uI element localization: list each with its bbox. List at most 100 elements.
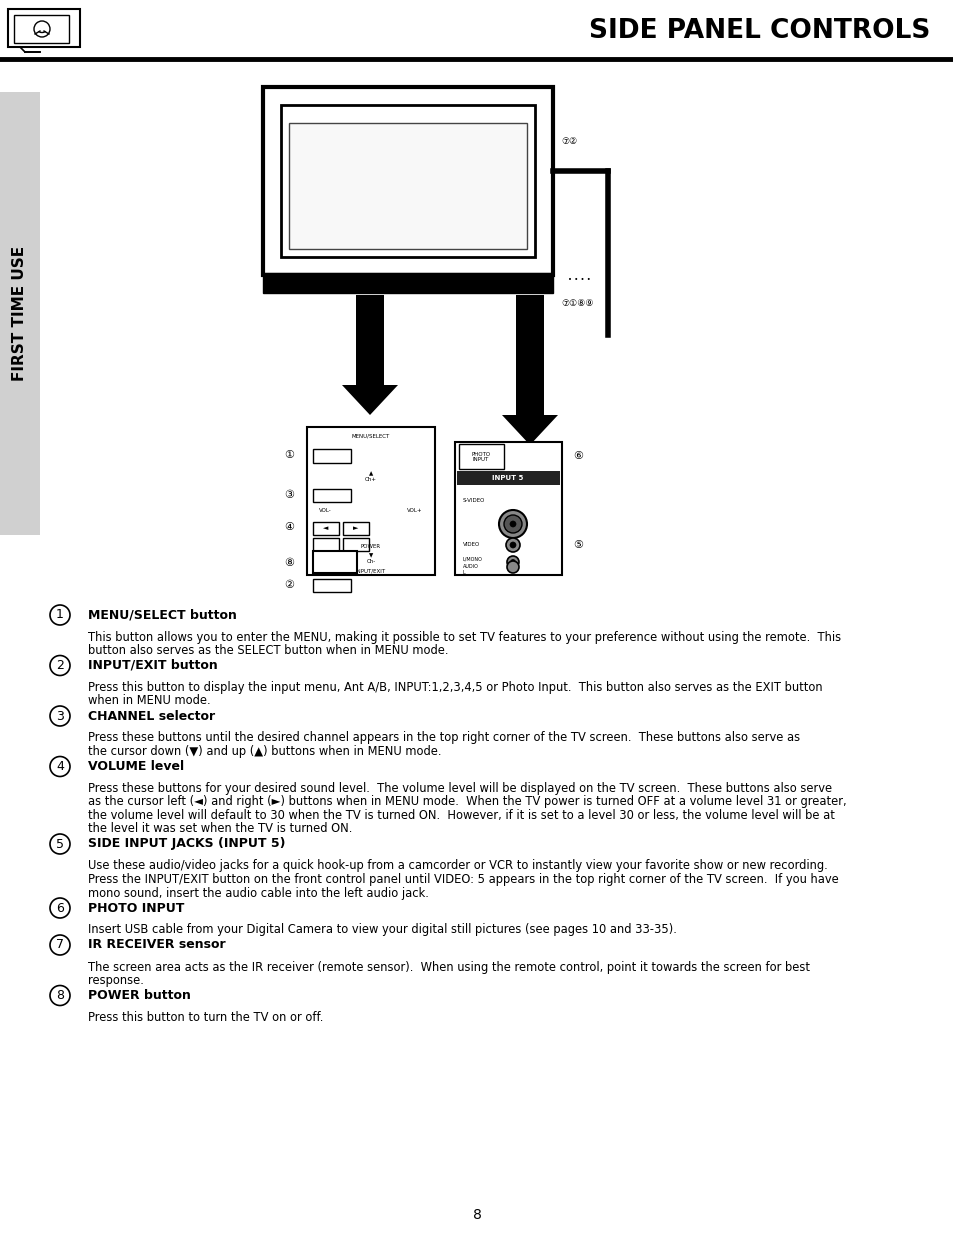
Bar [455,442,561,576]
Text: IR RECEIVER sensor: IR RECEIVER sensor [88,939,226,951]
Text: PHOTO
INPUT: PHOTO INPUT [471,452,490,462]
Circle shape [510,559,515,564]
Text: Press the INPUT/EXIT button on the front control panel until VIDEO: 5 appears in: Press the INPUT/EXIT button on the front… [88,873,838,885]
Text: Press these buttons until the desired channel appears in the top right corner of: Press these buttons until the desired ch… [88,731,800,745]
Text: 4: 4 [56,760,64,773]
Bar [313,538,338,551]
Text: MENU/SELECT button: MENU/SELECT button [88,609,236,621]
Bar [313,551,356,573]
Bar [8,9,80,47]
Text: Press these buttons for your desired sound level.  The volume level will be disp: Press these buttons for your desired sou… [88,782,831,795]
Text: PHOTO INPUT: PHOTO INPUT [88,902,184,914]
Text: ⑧: ⑧ [284,558,294,568]
Bar [456,471,559,485]
Text: ►: ► [353,525,358,531]
Text: 7: 7 [56,939,64,951]
Text: SIDE PANEL CONTROLS: SIDE PANEL CONTROLS [588,19,929,44]
Bar [313,450,351,463]
Text: 8: 8 [472,1208,481,1221]
Circle shape [50,898,70,918]
Text: the volume level will default to 30 when the TV is turned ON.  However, if it is: the volume level will default to 30 when… [88,809,834,823]
Text: VOLUME level: VOLUME level [88,760,184,773]
Text: INPUT/EXIT button: INPUT/EXIT button [88,659,217,672]
Circle shape [498,510,526,538]
Text: mono sound, insert the audio cable into the left audio jack.: mono sound, insert the audio cable into … [88,887,429,899]
Text: button also serves as the SELECT button when in MENU mode.: button also serves as the SELECT button … [88,643,448,657]
Text: as the cursor left (◄) and right (►) buttons when in MENU mode.  When the TV pow: as the cursor left (◄) and right (►) but… [88,795,845,809]
Text: 1: 1 [56,609,64,621]
Text: Press this button to turn the TV on or off.: Press this button to turn the TV on or o… [88,1011,323,1024]
Text: Press this button to display the input menu, Ant A/B, INPUT:1,2,3,4,5 or Photo I: Press this button to display the input m… [88,680,821,694]
Circle shape [50,757,70,777]
Text: L/MONO: L/MONO [462,557,482,562]
Bar [313,522,338,535]
Text: SIDE INPUT JACKS (INPUT 5): SIDE INPUT JACKS (INPUT 5) [88,837,285,851]
Circle shape [510,542,516,548]
Bar [0,91,40,535]
Bar [516,295,543,415]
Text: S-VIDEO: S-VIDEO [462,498,485,503]
Text: 8: 8 [56,989,64,1002]
Text: ⑤: ⑤ [573,540,582,550]
Circle shape [506,556,518,568]
Circle shape [506,561,518,573]
Text: The screen area acts as the IR receiver (remote sensor).  When using the remote : The screen area acts as the IR receiver … [88,961,809,973]
Circle shape [50,834,70,853]
Text: • • • •: • • • • [567,277,590,283]
Text: FIRST TIME USE: FIRST TIME USE [12,246,28,382]
Circle shape [50,706,70,726]
Text: ⑦②: ⑦② [560,137,577,147]
Text: AUDIO: AUDIO [462,563,478,568]
Text: POWER: POWER [360,545,380,550]
Text: ◄: ◄ [323,525,329,531]
Bar [14,15,69,43]
Bar [289,124,526,249]
Text: 3: 3 [56,709,64,722]
Bar [263,273,553,293]
Bar [343,538,369,551]
Circle shape [34,21,50,37]
Text: response.: response. [88,974,144,987]
Text: the level it was set when the TV is turned ON.: the level it was set when the TV is turn… [88,823,352,836]
Text: 6: 6 [56,902,64,914]
Polygon shape [341,385,397,415]
Circle shape [503,515,521,534]
Text: CHANNEL selector: CHANNEL selector [88,709,214,722]
Text: ②: ② [284,580,294,590]
Text: This button allows you to enter the MENU, making it possible to set TV features : This button allows you to enter the MENU… [88,631,841,643]
Text: ④: ④ [284,522,294,532]
Text: 5: 5 [56,837,64,851]
Text: ⑦①⑧⑨: ⑦①⑧⑨ [560,299,593,308]
Text: ▼
Ch-: ▼ Ch- [366,553,375,564]
Text: ①: ① [284,450,294,459]
Text: L: L [462,569,465,574]
Bar [355,295,384,385]
Circle shape [50,935,70,955]
Text: VOL+: VOL+ [407,509,422,514]
Text: INPUT 5: INPUT 5 [492,475,523,480]
Text: ③: ③ [284,490,294,500]
Text: the cursor down (▼) and up (▲) buttons when in MENU mode.: the cursor down (▼) and up (▲) buttons w… [88,745,441,758]
Bar [458,445,503,469]
Bar [313,579,351,592]
Circle shape [50,986,70,1005]
Text: 2: 2 [56,659,64,672]
Text: when in MENU mode.: when in MENU mode. [88,694,211,708]
Bar [263,86,553,275]
Text: Insert USB cable from your Digital Camera to view your digital still pictures (s: Insert USB cable from your Digital Camer… [88,924,677,936]
Bar [313,489,351,501]
Text: ⑥: ⑥ [573,451,582,461]
Text: MENU/SELECT: MENU/SELECT [352,433,390,438]
Circle shape [50,656,70,676]
Text: VOL-: VOL- [318,509,332,514]
Circle shape [505,538,519,552]
Bar [343,522,369,535]
Circle shape [50,605,70,625]
Text: POWER button: POWER button [88,989,191,1002]
Text: Use these audio/video jacks for a quick hook-up from a camcorder or VCR to insta: Use these audio/video jacks for a quick … [88,860,827,872]
Circle shape [510,521,516,527]
Polygon shape [501,415,558,445]
Text: ▲
Ch+: ▲ Ch+ [365,472,376,483]
Bar [281,105,535,257]
Bar [307,427,435,576]
